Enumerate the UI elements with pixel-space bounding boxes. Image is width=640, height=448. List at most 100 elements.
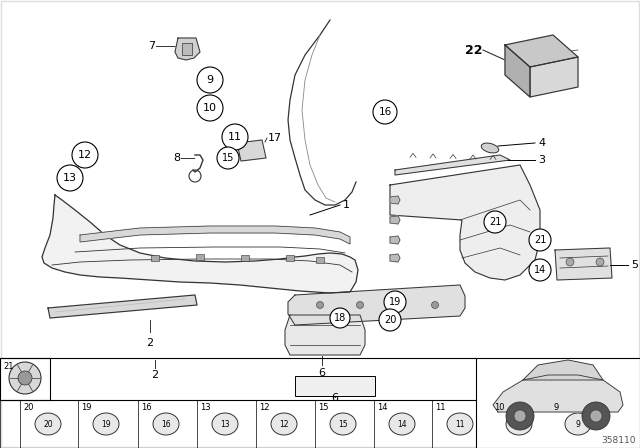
Polygon shape [390, 254, 400, 262]
FancyBboxPatch shape [286, 255, 294, 261]
Text: 15: 15 [222, 153, 234, 163]
Text: 11: 11 [228, 132, 242, 142]
Text: 19: 19 [81, 403, 92, 412]
Text: 19: 19 [389, 297, 401, 307]
Text: 19: 19 [101, 419, 111, 428]
FancyBboxPatch shape [182, 43, 192, 55]
Text: 12: 12 [78, 150, 92, 160]
Text: 6: 6 [319, 368, 326, 378]
Text: 21: 21 [3, 362, 13, 371]
Text: 13: 13 [200, 403, 211, 412]
Polygon shape [395, 155, 510, 175]
Polygon shape [390, 216, 400, 224]
Polygon shape [505, 45, 530, 97]
Ellipse shape [35, 413, 61, 435]
Circle shape [330, 308, 350, 328]
Text: 3: 3 [538, 155, 545, 165]
Text: 20: 20 [384, 315, 396, 325]
Text: 7: 7 [148, 41, 155, 51]
Text: 13: 13 [220, 419, 230, 428]
Ellipse shape [212, 413, 238, 435]
Text: 15: 15 [318, 403, 328, 412]
FancyBboxPatch shape [151, 255, 159, 261]
Circle shape [514, 410, 526, 422]
Circle shape [596, 258, 604, 266]
Text: 16: 16 [161, 419, 171, 428]
Text: 2: 2 [152, 370, 159, 380]
Circle shape [384, 291, 406, 313]
Circle shape [373, 100, 397, 124]
Text: 11: 11 [455, 419, 465, 428]
Text: 16: 16 [141, 403, 152, 412]
Text: 15: 15 [338, 419, 348, 428]
Polygon shape [285, 315, 365, 355]
Text: 14: 14 [377, 403, 387, 412]
Text: 14: 14 [397, 419, 407, 428]
Text: 12: 12 [279, 419, 289, 428]
Text: 17: 17 [268, 133, 282, 143]
Text: 13: 13 [63, 173, 77, 183]
FancyBboxPatch shape [316, 257, 324, 263]
Circle shape [379, 309, 401, 331]
Ellipse shape [330, 413, 356, 435]
Ellipse shape [481, 143, 499, 153]
Text: 9: 9 [207, 75, 214, 85]
Text: 6: 6 [332, 393, 339, 403]
Text: 20: 20 [43, 419, 53, 428]
FancyBboxPatch shape [196, 254, 204, 260]
Polygon shape [505, 35, 578, 67]
Polygon shape [288, 285, 465, 325]
Ellipse shape [271, 413, 297, 435]
Ellipse shape [565, 413, 591, 435]
Text: 21: 21 [534, 235, 546, 245]
Text: 10: 10 [514, 419, 524, 428]
Circle shape [57, 165, 83, 191]
Circle shape [431, 302, 438, 309]
Ellipse shape [506, 413, 532, 435]
Ellipse shape [389, 413, 415, 435]
Text: 16: 16 [378, 107, 392, 117]
Text: 8: 8 [173, 153, 180, 163]
Ellipse shape [447, 413, 473, 435]
Circle shape [529, 229, 551, 251]
Text: 4: 4 [538, 138, 545, 148]
Text: 358110: 358110 [602, 436, 636, 445]
Circle shape [356, 302, 364, 309]
Text: 10: 10 [494, 403, 504, 412]
Polygon shape [42, 195, 358, 293]
Text: 22: 22 [465, 43, 482, 56]
Polygon shape [237, 140, 266, 161]
Circle shape [484, 211, 506, 233]
Ellipse shape [93, 413, 119, 435]
Text: 20: 20 [23, 403, 33, 412]
Polygon shape [530, 57, 578, 97]
FancyBboxPatch shape [295, 376, 375, 396]
Circle shape [582, 402, 610, 430]
Circle shape [566, 258, 574, 266]
FancyBboxPatch shape [241, 255, 249, 261]
Circle shape [9, 362, 41, 394]
Circle shape [317, 302, 323, 309]
Polygon shape [80, 226, 350, 244]
Polygon shape [390, 236, 400, 244]
Text: 9: 9 [575, 419, 580, 428]
Text: 14: 14 [534, 265, 546, 275]
Text: 5: 5 [631, 260, 638, 270]
Polygon shape [390, 165, 540, 280]
Circle shape [529, 259, 551, 281]
Circle shape [506, 402, 534, 430]
Text: 18: 18 [334, 313, 346, 323]
Polygon shape [523, 360, 603, 380]
Text: 9: 9 [553, 403, 558, 412]
Circle shape [197, 95, 223, 121]
Circle shape [222, 124, 248, 150]
Text: 11: 11 [435, 403, 445, 412]
Ellipse shape [153, 413, 179, 435]
Text: 2: 2 [147, 338, 154, 348]
Text: 1: 1 [343, 200, 350, 210]
Circle shape [397, 302, 403, 309]
Circle shape [217, 147, 239, 169]
Text: 21: 21 [489, 217, 501, 227]
FancyBboxPatch shape [476, 358, 640, 448]
Text: 10: 10 [203, 103, 217, 113]
